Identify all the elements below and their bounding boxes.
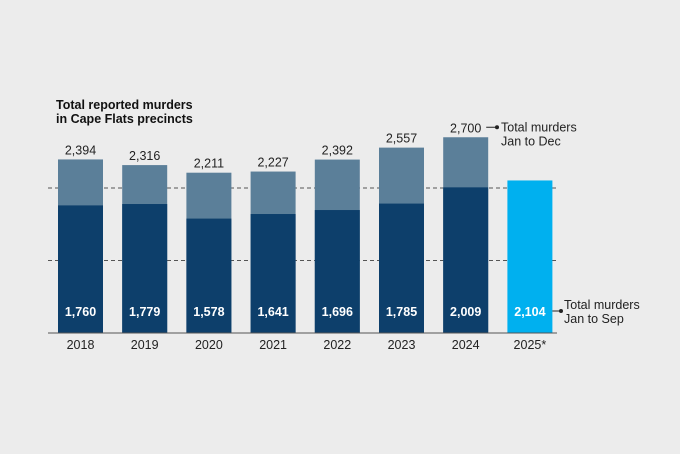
annotation-dot-jan-to-dec (495, 125, 499, 130)
value-label-jan-to-sep: 1,641 (257, 305, 288, 319)
x-tick-label: 2022 (323, 338, 351, 352)
chart-title-line-1: Total reported murders (56, 98, 193, 112)
chart-title-line-2: in Cape Flats precincts (56, 112, 193, 126)
value-label-jan-to-dec: 2,316 (129, 149, 160, 163)
value-label-jan-to-sep: 1,696 (322, 305, 353, 319)
x-axis-ticks: 2018 2019 2020 2021 2022 2023 2024 2025* (67, 338, 547, 352)
value-label-jan-to-dec: 2,700 (450, 121, 481, 135)
x-tick-label: 2021 (259, 338, 287, 352)
bar-jan-to-sep (58, 205, 103, 333)
bars: 2,394 1,760 2,316 1,779 2,211 1,578 2,227 1,641… (58, 121, 553, 333)
value-label-jan-to-sep: 1,578 (193, 305, 224, 319)
value-label-jan-to-dec: 2,394 (65, 143, 96, 157)
value-label-jan-to-sep: 1,760 (65, 305, 96, 319)
x-tick-label: 2024 (452, 338, 480, 352)
bar-jan-to-sep (314, 210, 360, 333)
bar-jan-to-sep (507, 180, 553, 333)
bar-jan-to-sep (379, 203, 424, 333)
annotation-jan-to-dec-line: Jan to Dec (501, 134, 561, 148)
x-tick-label: 2019 (131, 338, 159, 352)
x-tick-label: 2018 (67, 338, 95, 352)
x-tick-label: 2020 (195, 338, 223, 352)
x-tick-label: 2023 (388, 338, 416, 352)
value-label-jan-to-sep: 2,009 (450, 305, 481, 319)
annotation-jan-to-sep-line: Jan to Sep (564, 312, 624, 326)
value-label-jan-to-dec: 2,211 (194, 157, 224, 171)
value-label-jan-to-dec: 2,557 (386, 132, 417, 146)
value-label-jan-to-sep: 1,779 (129, 305, 160, 319)
value-label-jan-to-sep: 2,104 (514, 305, 545, 319)
annotation-jan-to-sep-line: Total murders (564, 298, 640, 312)
bar-jan-to-sep (186, 218, 232, 333)
annotation-dot-jan-to-sep (559, 309, 563, 313)
bar-jan-to-sep (443, 187, 489, 333)
annotation-jan-to-dec-line: Total murders (501, 120, 577, 134)
bar-jan-to-sep (250, 214, 296, 333)
value-label-jan-to-dec: 2,392 (322, 144, 353, 158)
value-label-jan-to-sep: 1,785 (386, 305, 417, 319)
bar-jan-to-sep (122, 204, 168, 333)
x-tick-label: 2025* (514, 338, 547, 352)
value-label-jan-to-dec: 2,227 (257, 156, 288, 170)
